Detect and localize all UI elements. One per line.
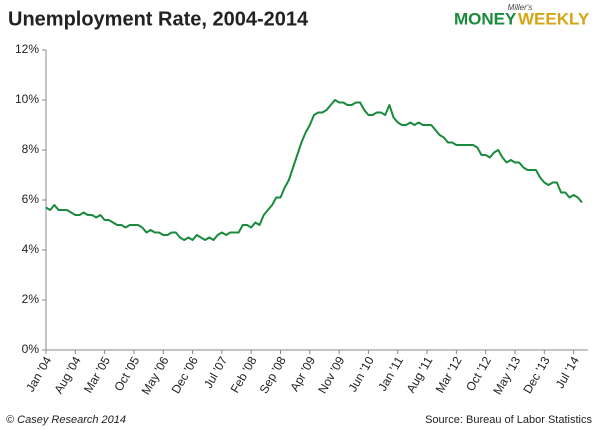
x-tick-label: May '13 [490, 354, 523, 397]
x-tick-label: Sep '08 [257, 354, 289, 396]
x-tick-label: Feb '08 [228, 354, 260, 396]
x-tick-label: Jul '07 [201, 354, 230, 391]
x-tick-label: Dec '06 [169, 354, 201, 396]
x-tick-label: Aug '04 [51, 354, 83, 396]
logo-tagline: Miller's [508, 3, 533, 12]
y-tick-label: 8% [22, 142, 40, 156]
x-tick-label: Dec '13 [520, 354, 552, 396]
x-tick-label: Jan '04 [23, 354, 54, 394]
y-tick-label: 6% [22, 192, 40, 206]
line [45, 99, 583, 241]
x-tick-label: Nov '09 [315, 354, 347, 396]
x-tick-label: May '06 [139, 354, 172, 397]
y-tick-label: 12% [15, 42, 39, 56]
x-tick-label: Oct '12 [463, 354, 494, 394]
y-tick-label: 2% [22, 292, 40, 306]
x-tick-label: Jun '10 [345, 354, 376, 394]
x-tick-label: Apr '09 [287, 354, 318, 394]
credit: © Casey Research 2014 [6, 414, 126, 426]
y-tick-label: 0% [22, 342, 40, 356]
x-tick-label: Oct '05 [111, 354, 142, 394]
x-tick-label: Mar '05 [81, 354, 113, 396]
chart-title: Unemployment Rate, 2004-2014 [8, 8, 309, 30]
logo-money: MONEY [454, 9, 517, 28]
logo-weekly: WEEKLY [518, 9, 590, 28]
x-tick-label: Mar '12 [433, 354, 465, 396]
y-tick-label: 4% [22, 242, 40, 256]
source: Source: Bureau of Labor Statistics [425, 414, 592, 426]
x-tick-label: Jul '14 [553, 354, 582, 391]
x-tick-label: Aug '11 [404, 354, 436, 395]
y-tick-label: 10% [15, 92, 39, 106]
x-tick-label: Jan '11 [375, 354, 406, 394]
